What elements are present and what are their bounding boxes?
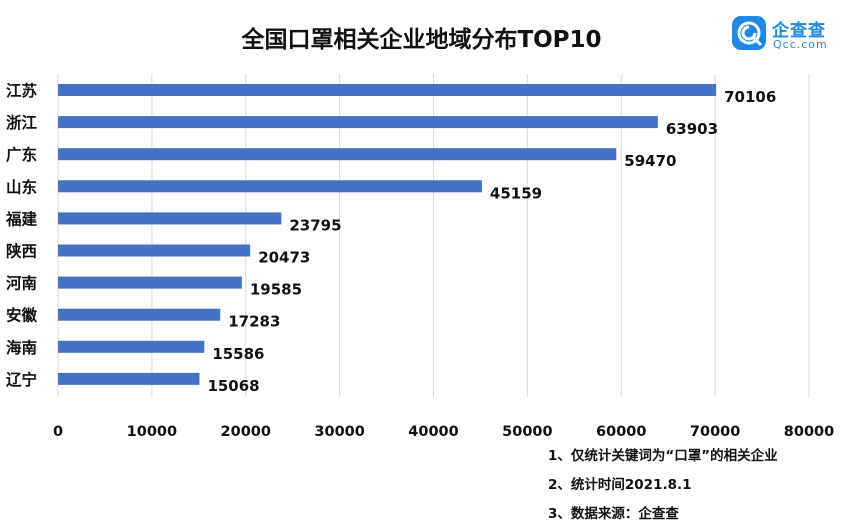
x-tick-label: 40000 [408,424,458,440]
bar [58,116,658,129]
bar [58,308,221,321]
data-label: 20473 [258,249,310,267]
data-label: 63903 [666,120,718,138]
category-label: 广东 [6,145,37,164]
x-tick-label: 80000 [784,424,834,440]
data-label: 19585 [250,281,302,299]
data-label: 15068 [207,377,259,395]
data-label: 15586 [212,345,264,363]
data-label: 45159 [490,184,542,202]
x-tick-label: 50000 [502,424,552,440]
category-label: 海南 [6,338,37,357]
x-tick-label: 30000 [314,424,364,440]
bar [58,148,617,161]
data-label: 70106 [724,88,776,106]
data-label: 17283 [228,313,280,331]
category-label: 山东 [6,177,37,196]
x-tick-label: 70000 [690,424,740,440]
x-tick-label: 0 [53,424,63,440]
x-tick-label: 60000 [596,424,646,440]
bar [58,340,205,353]
bar [58,244,251,257]
bar [58,372,200,385]
note-2: 2、统计时间2021.8.1 [548,477,692,493]
bar [58,276,242,289]
category-label: 江苏 [6,81,38,100]
category-label: 辽宁 [6,370,37,389]
data-label: 59470 [624,152,676,170]
bar [58,84,717,96]
category-label: 河南 [6,274,37,293]
qcc-logo: 企查查 Qcc.com [732,14,837,54]
chart-notes: 1、仅统计关键词为“口罩”的相关企业 2、统计时间2021.8.1 3、数据来源… [548,442,778,529]
category-label: 浙江 [6,113,38,132]
x-tick-label: 10000 [127,424,177,440]
note-1: 1、仅统计关键词为“口罩”的相关企业 [548,448,778,464]
category-label: 陕西 [6,242,37,261]
qcc-logo-icon [732,16,766,50]
data-label: 23795 [289,216,341,234]
x-tick-label: 20000 [221,424,271,440]
chart-title: 全国口罩相关企业地域分布TOP10 [241,27,602,53]
bar [58,180,482,193]
qcc-domain: Qcc.com [773,38,828,51]
category-label: 福建 [5,209,38,228]
note-3: 3、数据来源：企查查 [548,506,679,522]
bar [58,212,282,225]
qcc-brand-name: 企查查 [772,21,826,41]
category-label: 安徽 [6,306,38,325]
